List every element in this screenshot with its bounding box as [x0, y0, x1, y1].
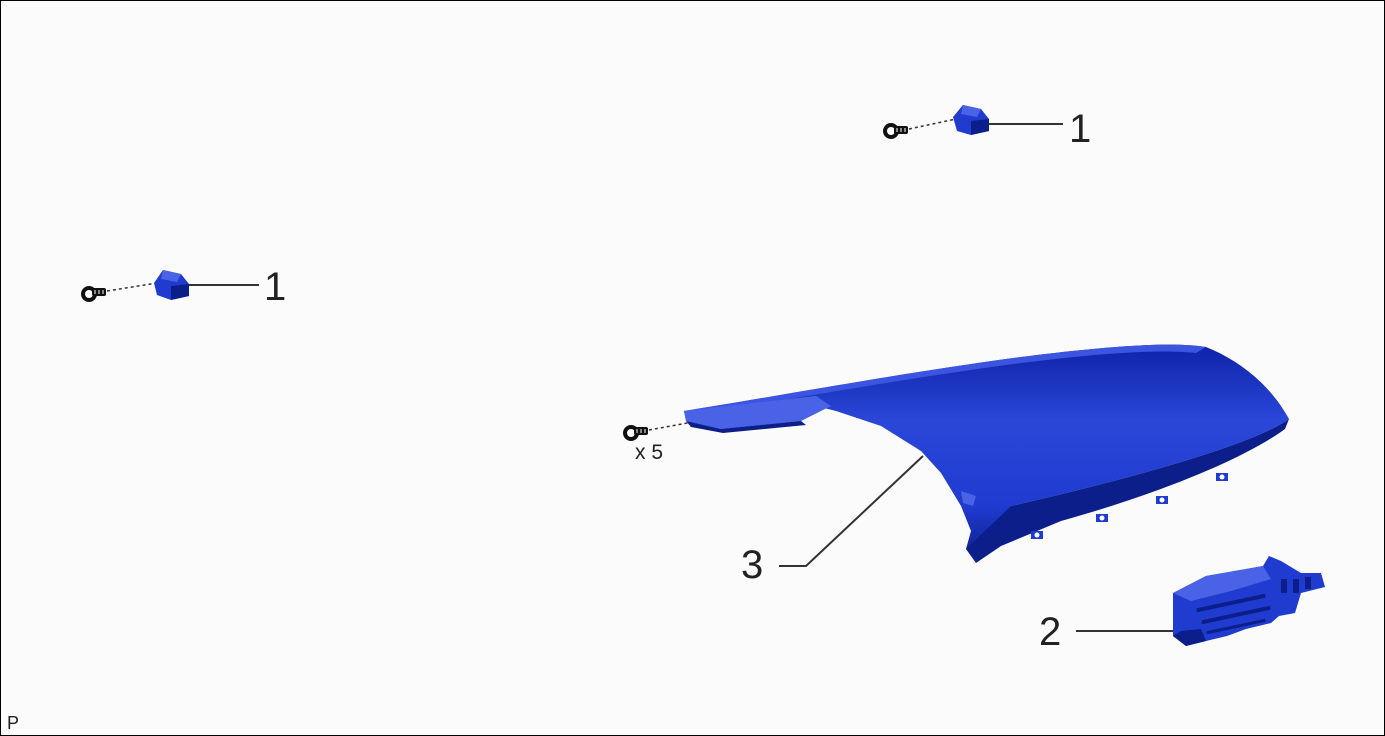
clip-top-right — [953, 105, 989, 135]
screw-top-right — [883, 123, 908, 139]
leader-cover — [779, 455, 924, 567]
screw-quantity-label: x 5 — [635, 441, 664, 464]
corner-mark: P — [7, 713, 20, 733]
clip-left — [154, 270, 189, 300]
callout-clip-left: 1 — [264, 265, 287, 309]
upper-console-cover — [684, 344, 1289, 563]
callout-cover: 3 — [741, 543, 764, 587]
callout-clip-top: 1 — [1069, 107, 1092, 151]
switch-bracket — [1173, 556, 1325, 646]
screw-cover — [623, 425, 648, 441]
screw-axis-top — [908, 118, 957, 130]
screw-axis-cover — [648, 421, 694, 431]
callout-bracket: 2 — [1039, 610, 1062, 654]
screw-axis-left — [106, 282, 158, 292]
screw-left — [81, 286, 106, 302]
